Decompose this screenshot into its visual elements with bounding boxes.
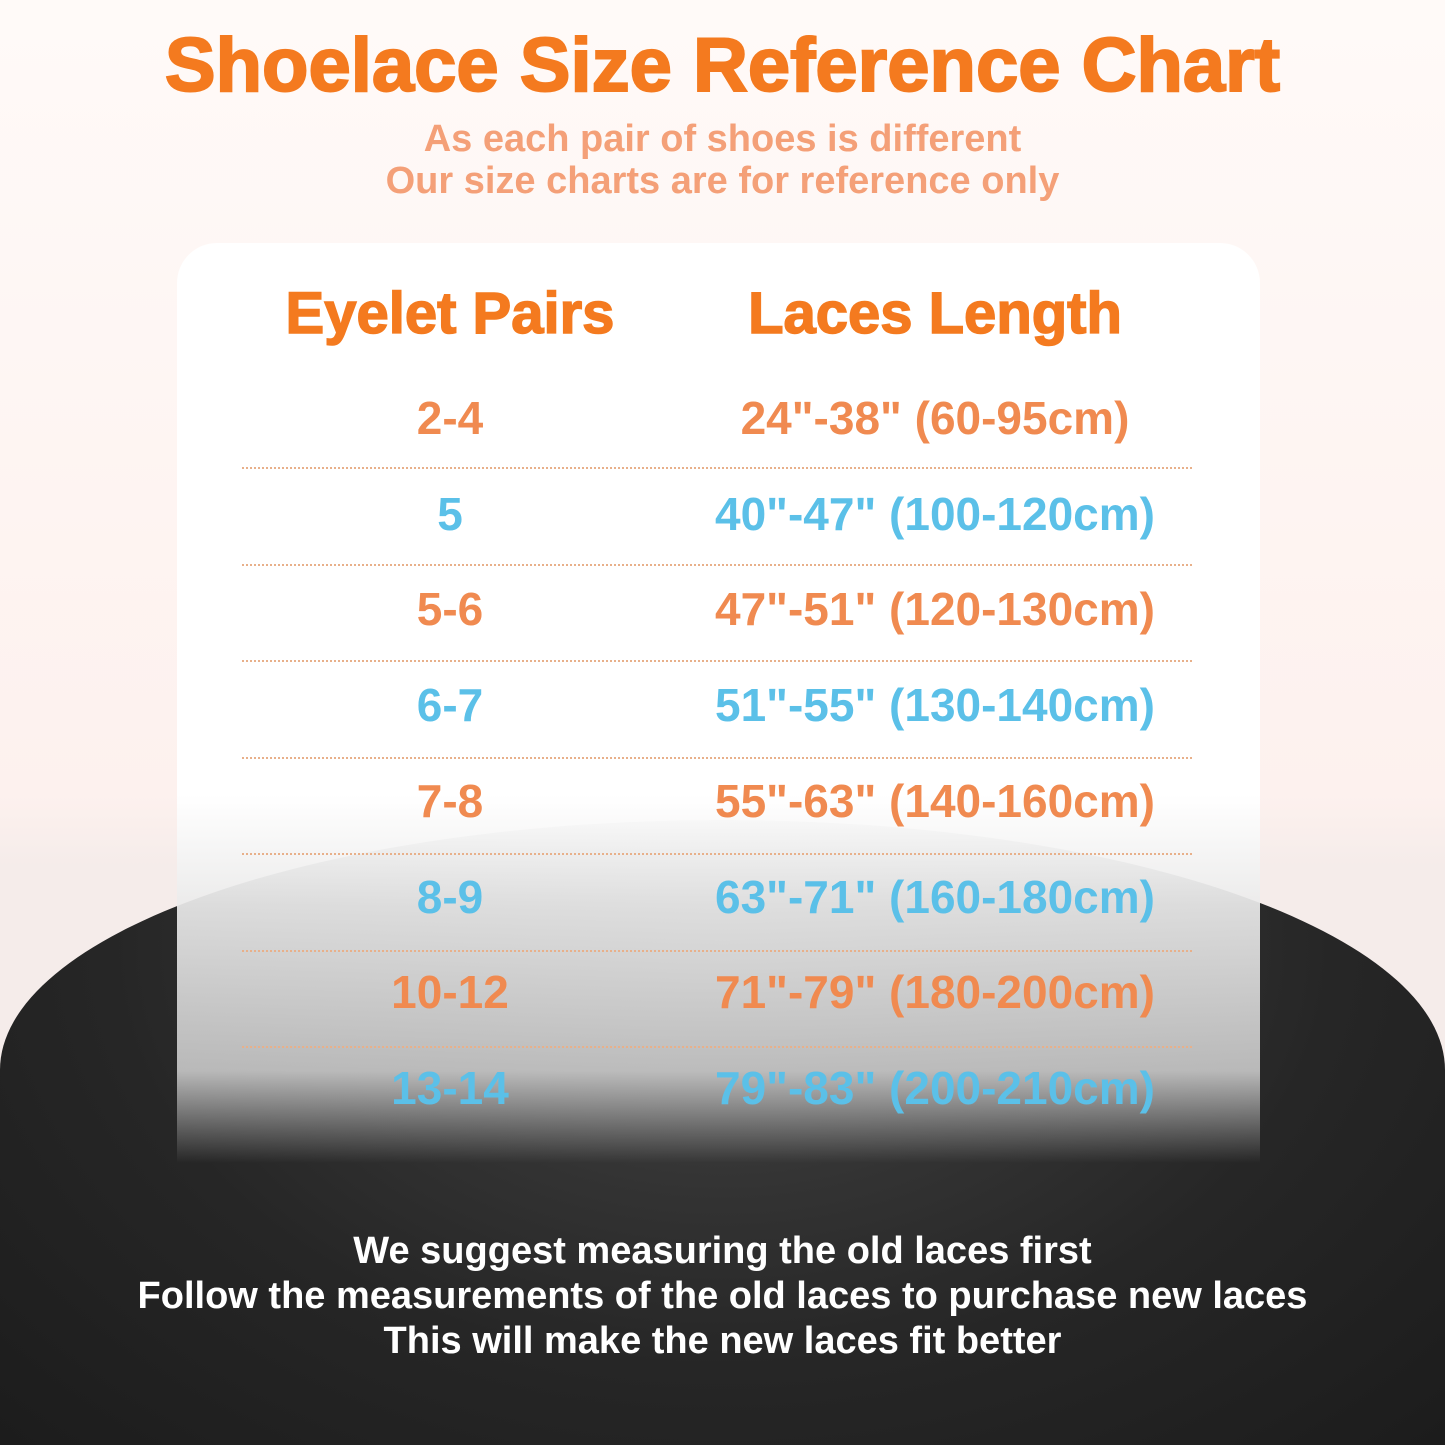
- eyelet-pairs-cell: 13-14: [391, 1061, 509, 1114]
- laces-length-cell: 51"-55" (130-140cm): [715, 679, 1155, 732]
- row-divider: [242, 949, 1192, 952]
- footer-line-1: We suggest measuring the old laces first: [353, 1230, 1092, 1272]
- row-divider: [242, 1046, 1192, 1048]
- eyelet-pairs-cell: 10-12: [391, 966, 509, 1019]
- eyelet-pairs-cell: 2-4: [416, 392, 484, 444]
- laces-length-cell: 79"-83" (200-210cm): [715, 1061, 1155, 1114]
- laces-length-cell: 71"-79" (180-200cm): [715, 966, 1155, 1019]
- eyelet-pairs-cell: 5: [437, 487, 463, 540]
- header-eyelet-pairs: Eyelet Pairs: [285, 280, 615, 347]
- subtitle-line-1: As each pair of shoes is different: [423, 118, 1022, 160]
- eyelet-pairs-cell: 5-6: [416, 583, 484, 636]
- subtitle-line-2: Our size charts are for reference only: [385, 160, 1060, 202]
- laces-length-cell: 63"-71" (160-180cm): [715, 870, 1155, 923]
- eyelet-pairs-cell: 7-8: [416, 774, 484, 827]
- row-divider: [242, 853, 1192, 855]
- chart-card: [177, 243, 1260, 1163]
- row-divider: [242, 660, 1192, 662]
- row-divider: [242, 563, 1192, 566]
- row-divider: [242, 467, 1192, 469]
- laces-length-cell: 47"-51" (120-130cm): [715, 583, 1155, 636]
- row-divider: [242, 756, 1192, 759]
- laces-length-cell: 24"-38" (60-95cm): [740, 392, 1130, 444]
- page-title: Shoelace Size Reference Chart: [164, 22, 1281, 109]
- eyelet-pairs-cell: 6-7: [416, 679, 484, 732]
- footer-line-2: Follow the measurements of the old laces…: [137, 1275, 1308, 1317]
- laces-length-cell: 40"-47" (100-120cm): [715, 487, 1155, 540]
- header-laces-length: Laces Length: [747, 280, 1122, 347]
- footer-line-3: This will make the new laces fit better: [383, 1320, 1062, 1362]
- eyelet-pairs-cell: 8-9: [416, 870, 484, 923]
- laces-length-cell: 55"-63" (140-160cm): [715, 774, 1155, 827]
